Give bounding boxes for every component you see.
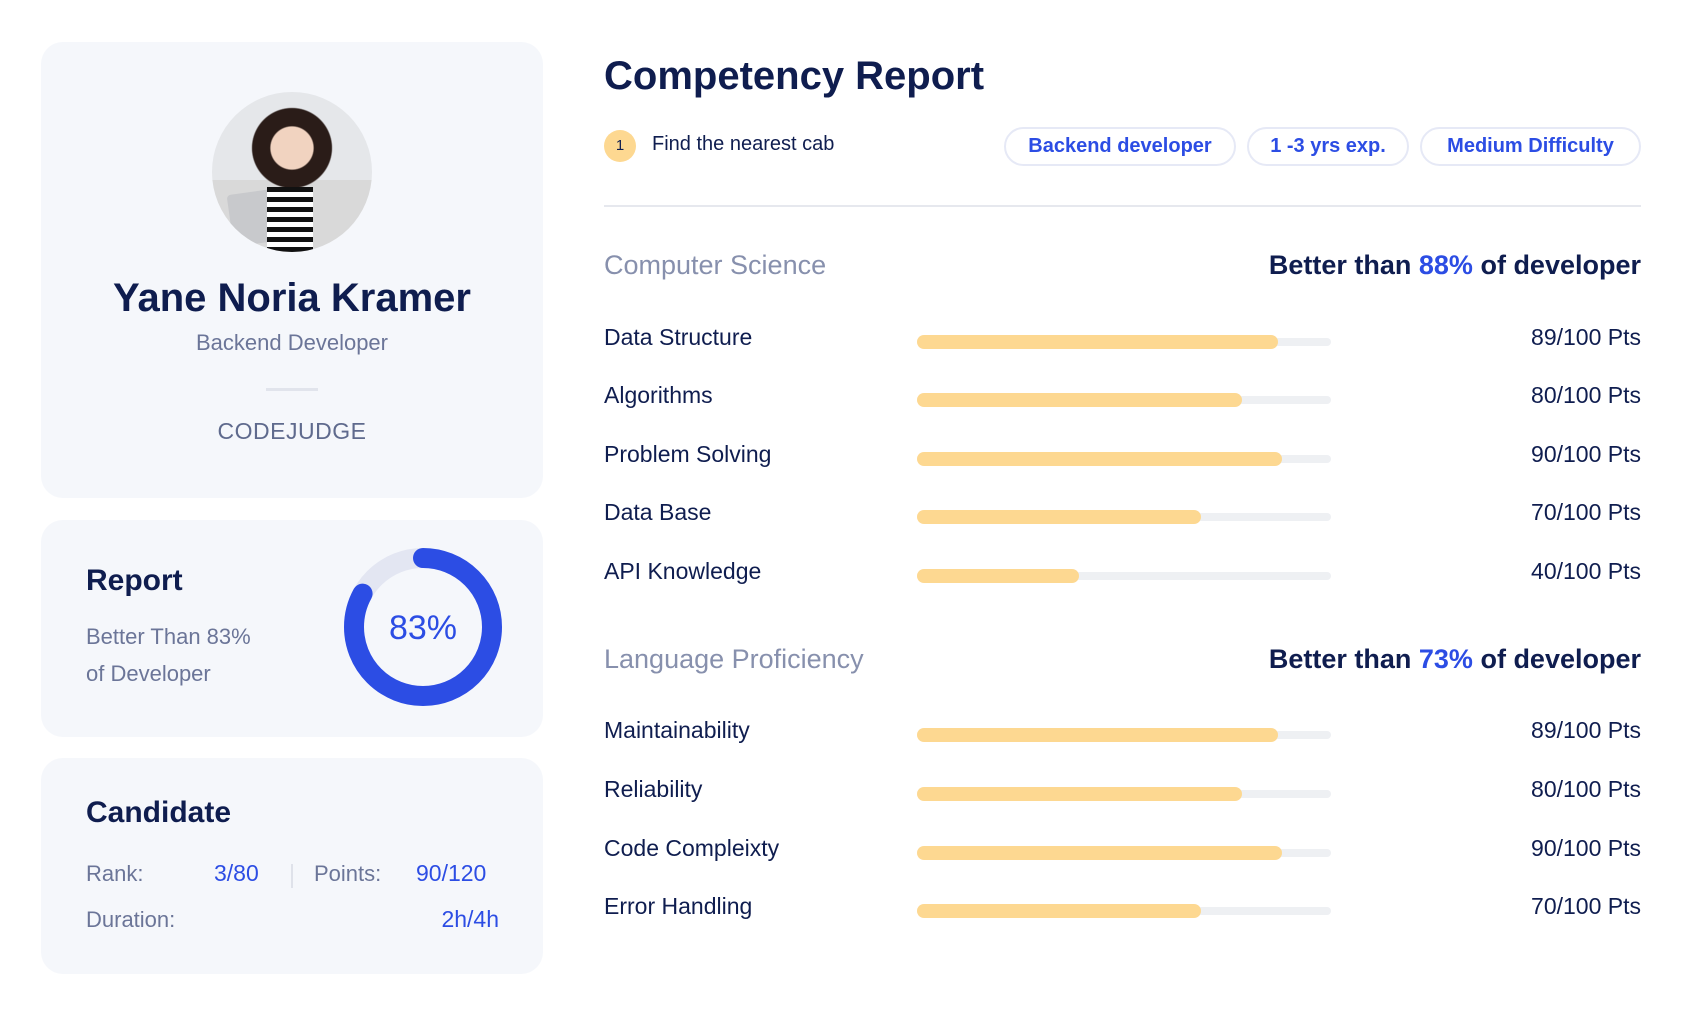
points-label: Points: — [314, 861, 382, 886]
comparison-suffix: of developer — [1480, 644, 1641, 674]
profile-card: Yane Noria Kramer Backend Developer CODE… — [41, 42, 543, 498]
section-title: Language Proficiency — [604, 644, 864, 674]
duration-value: 2h/4h — [441, 906, 499, 932]
duration-label: Duration: — [86, 907, 176, 932]
skill-row: API Knowledge 40/100 Pts — [604, 558, 1641, 588]
skill-score: 80/100 Pts — [1531, 776, 1641, 802]
divider — [266, 388, 318, 391]
chip-role[interactable]: Backend developer — [1004, 127, 1236, 166]
skill-bar-track — [917, 572, 1331, 580]
skill-bar-fill — [917, 904, 1201, 918]
candidate-card: Candidate Rank: 3/80 Points: 90/120 Dura… — [41, 758, 543, 974]
chip-experience[interactable]: 1 -3 yrs exp. — [1247, 127, 1409, 166]
report-title: Report — [86, 564, 183, 597]
skill-label: API Knowledge — [604, 558, 762, 584]
skill-bar-fill — [917, 393, 1242, 407]
skill-row: Data Base 70/100 Pts — [604, 499, 1641, 529]
skill-label: Problem Solving — [604, 441, 772, 467]
skill-score: 70/100 Pts — [1531, 499, 1641, 525]
skill-label: Data Structure — [604, 324, 753, 350]
skill-row: Problem Solving 90/100 Pts — [604, 441, 1641, 471]
skill-bar-fill — [917, 569, 1079, 583]
header-divider — [604, 205, 1641, 207]
organization-name: CODEJUDGE — [217, 418, 367, 444]
report-description-line2: of Developer — [86, 661, 211, 686]
skill-bar-fill — [917, 728, 1278, 742]
donut-label: 83% — [389, 609, 457, 647]
skill-bar-fill — [917, 510, 1201, 524]
skill-bar-fill — [917, 846, 1282, 860]
comparison-suffix: of developer — [1480, 250, 1641, 280]
chip-difficulty[interactable]: Medium Difficulty — [1420, 127, 1641, 166]
skill-label: Maintainability — [604, 717, 750, 743]
skill-row: Data Structure 89/100 Pts — [604, 324, 1641, 354]
avatar — [212, 92, 372, 252]
comparison-prefix: Better than — [1268, 250, 1412, 280]
skill-score: 89/100 Pts — [1531, 717, 1641, 743]
comparison-percent: 73% — [1418, 644, 1473, 674]
skill-label: Error Handling — [604, 893, 753, 919]
skill-row: Reliability 80/100 Pts — [604, 776, 1641, 806]
skill-bar-fill — [917, 335, 1278, 349]
candidate-name: Yane Noria Kramer — [113, 276, 471, 320]
skill-score: 40/100 Pts — [1531, 558, 1641, 584]
skill-row: Code Compleixty 90/100 Pts — [604, 835, 1641, 865]
skill-bar-fill — [917, 452, 1282, 466]
rank-label: Rank: — [86, 861, 144, 886]
skill-score: 90/100 Pts — [1531, 441, 1641, 467]
candidate-title: Candidate — [86, 796, 232, 829]
skill-score: 90/100 Pts — [1531, 835, 1641, 861]
skill-label: Code Compleixty — [604, 835, 780, 861]
skill-row: Algorithms 80/100 Pts — [604, 382, 1641, 412]
report-description: Better Than 83% of Developer — [86, 618, 251, 692]
skill-label: Data Base — [604, 499, 712, 525]
comparison-prefix: Better than — [1268, 644, 1412, 674]
comparison-percent: 88% — [1418, 250, 1473, 280]
skill-score: 89/100 Pts — [1531, 324, 1641, 350]
report-description-line1: Better Than 83% — [86, 624, 251, 649]
report-card: Report Better Than 83% of Developer 83% — [41, 520, 543, 737]
rank-value: 3/80 — [214, 860, 259, 886]
skill-bar-fill — [917, 787, 1242, 801]
step-badge: 1 — [604, 130, 636, 162]
skill-row: Maintainability 89/100 Pts — [604, 717, 1641, 747]
donut-arc — [344, 548, 502, 706]
points-value: 90/120 — [416, 860, 487, 886]
page-title: Competency Report — [604, 54, 985, 98]
skill-score: 70/100 Pts — [1531, 893, 1641, 919]
task-name: Find the nearest cab — [652, 133, 835, 155]
skill-score: 80/100 Pts — [1531, 382, 1641, 408]
section-comparison: Better than 88% of developer — [1269, 250, 1641, 281]
candidate-role: Backend Developer — [195, 330, 388, 355]
skill-row: Error Handling 70/100 Pts — [604, 893, 1641, 923]
skill-label: Algorithms — [604, 382, 713, 408]
section-title: Computer Science — [604, 250, 827, 280]
separator — [291, 864, 293, 888]
skill-label: Reliability — [604, 776, 703, 802]
report-donut: 83% — [344, 548, 502, 706]
section-comparison: Better than 73% of developer — [1269, 644, 1641, 675]
